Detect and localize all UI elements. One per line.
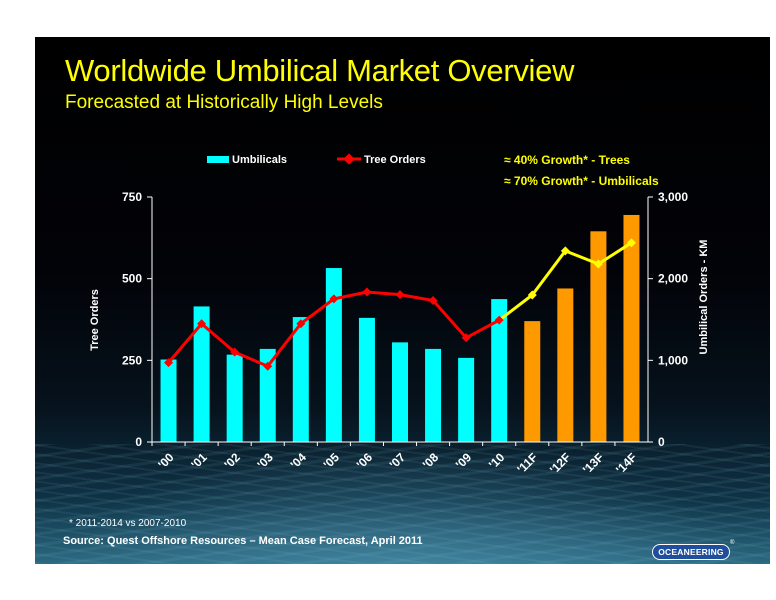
x-tick-label: '01	[188, 450, 210, 472]
umbilicals-bar	[193, 306, 210, 442]
slide-background: Worldwide Umbilical Market Overview Fore…	[35, 37, 770, 564]
x-tick-label: '03	[254, 450, 276, 472]
umbilicals-bar	[259, 348, 276, 442]
tree-orders-point	[362, 287, 372, 297]
slide-subtitle: Forecasted at Historically High Levels	[65, 92, 383, 113]
tree-orders-point	[527, 290, 537, 300]
x-tick-label: '14F	[613, 450, 640, 477]
legend-umbilicals-label: Umbilicals	[232, 154, 287, 166]
umbilicals-bar	[292, 317, 309, 442]
umbilicals-bar	[425, 348, 442, 442]
umbilicals-bar	[557, 288, 574, 442]
x-tick-label: '12F	[547, 450, 574, 477]
y-tick-label: 0	[135, 435, 142, 449]
oceaneering-logo: OCEANEERING	[652, 544, 730, 560]
source-note: Source: Quest Offshore Resources – Mean …	[63, 535, 423, 547]
tree-orders-point	[593, 259, 603, 269]
tree-orders-point	[197, 319, 207, 329]
umbilicals-bar	[325, 268, 342, 442]
umbilicals-bar	[392, 342, 408, 442]
ocean-waves-decoration	[35, 444, 770, 564]
x-tick-label: '04	[288, 450, 310, 472]
x-tick-label: '00	[155, 450, 177, 472]
umbilicals-bar	[524, 321, 541, 442]
tree-orders-point	[296, 319, 306, 329]
umbilicals-bar	[458, 357, 475, 442]
tree-orders-point	[428, 296, 438, 306]
umbilicals-bar	[226, 354, 243, 442]
legend-umbilicals-swatch	[207, 156, 229, 163]
y2-tick-label: 2,000	[658, 272, 688, 286]
slide-title: Worldwide Umbilical Market Overview	[65, 53, 575, 88]
tree-orders-point	[263, 361, 273, 371]
y2-tick-label: 3,000	[658, 190, 688, 204]
umbilicals-bar	[160, 359, 177, 442]
y-axis-label: Tree Orders	[89, 289, 101, 351]
annotation-trees-growth: ≈ 40% Growth* - Trees	[504, 153, 630, 167]
registered-mark: ®	[730, 540, 735, 546]
umbilicals-bar	[623, 214, 640, 442]
y2-tick-label: 0	[658, 435, 665, 449]
annotation-umbilicals-growth: ≈ 70% Growth* - Umbilicals	[504, 174, 659, 188]
y-tick-label: 250	[122, 353, 142, 367]
tree-orders-point	[164, 358, 174, 368]
tree-orders-point	[626, 238, 636, 248]
legend-tree-orders-marker	[343, 153, 355, 165]
tree-orders-point	[560, 246, 570, 256]
footnote: * 2011-2014 vs 2007-2010	[69, 518, 187, 529]
x-tick-label: '10	[486, 450, 508, 472]
y2-tick-label: 1,000	[658, 353, 688, 367]
x-tick-label: '07	[387, 450, 409, 472]
x-tick-label: '08	[420, 450, 442, 472]
y-tick-label: 750	[122, 190, 142, 204]
y-tick-label: 500	[122, 272, 142, 286]
tree-orders-point	[230, 347, 240, 357]
x-tick-label: '06	[354, 450, 376, 472]
umbilicals-bar	[491, 299, 508, 442]
umbilical-market-chart: 750 500 250 0 3,000 2,000 1,000 0 '00 '01 '02 '03 '0…	[89, 153, 710, 477]
tree-orders-point	[494, 315, 504, 325]
umbilicals-bar	[590, 231, 607, 442]
x-tick-label: '02	[221, 450, 243, 472]
y2-axis-label: Umbilical Orders - KM	[698, 240, 710, 355]
umbilicals-bar	[358, 317, 375, 442]
x-tick-label: '09	[453, 450, 475, 472]
tree-orders-point	[329, 294, 339, 304]
x-tick-label: '13F	[580, 450, 607, 477]
tree-orders-point	[395, 290, 405, 300]
tree-orders-point	[461, 333, 471, 343]
legend-tree-orders-label: Tree Orders	[364, 154, 426, 166]
x-tick-label: '05	[321, 450, 343, 472]
chart-legend: Umbilicals Tree Orders	[207, 153, 426, 166]
x-tick-label: '11F	[514, 450, 540, 476]
